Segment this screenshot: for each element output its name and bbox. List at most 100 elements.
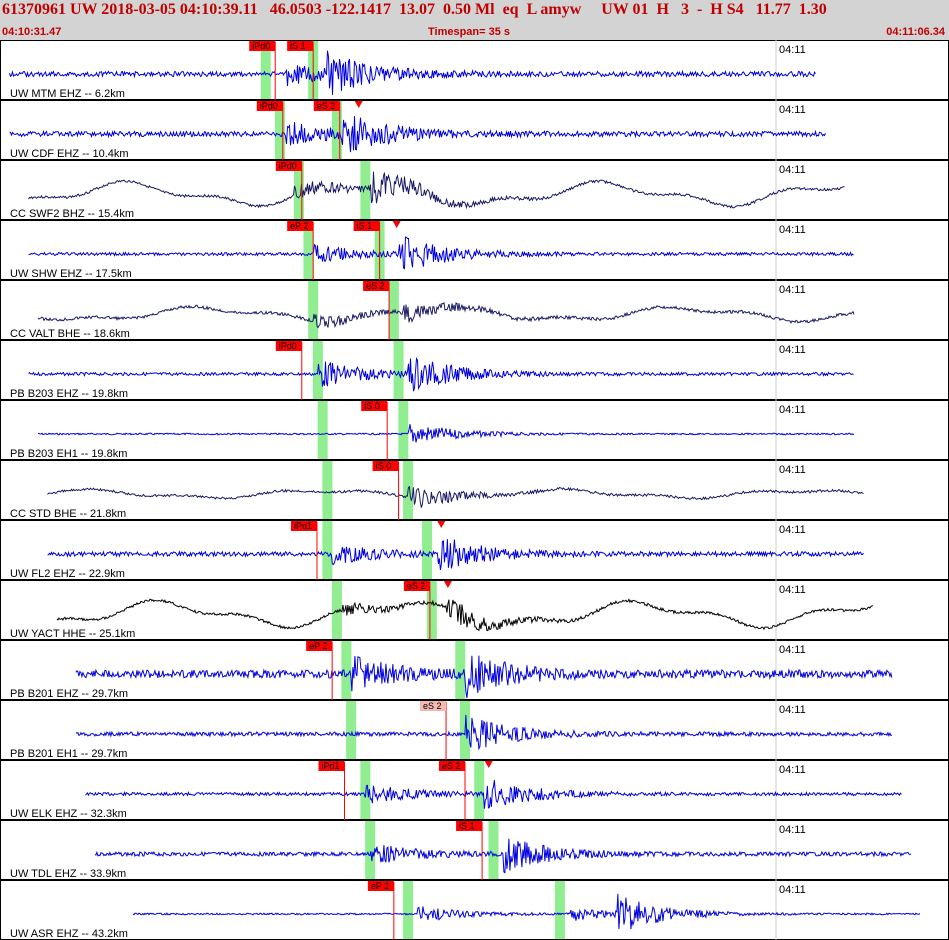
- pick-flag[interactable]: [256, 101, 283, 111]
- phase-window[interactable]: [365, 821, 376, 879]
- waveform-trace: [9, 50, 816, 95]
- seismogram-panels[interactable]: iPd0 iS 1 04:11 UW MTM EHZ -- 6.2km iPd0 eS 2…: [0, 40, 949, 940]
- pick-flag[interactable]: [313, 101, 340, 111]
- channel-panel[interactable]: iS 0 04:11 PB B203 EH1 -- 19.8km: [0, 400, 949, 460]
- channel-panel[interactable]: eS 2 04:11 CC VALT BHE -- 18.6km: [0, 280, 949, 340]
- pick-flag[interactable]: [287, 221, 314, 231]
- minute-time-label: 04:11: [779, 584, 806, 596]
- panel-frame: [0, 40, 949, 100]
- phase-window[interactable]: [398, 401, 409, 459]
- channel-panel[interactable]: eP 2 04:11 UW ASR EHZ -- 43.2km: [0, 880, 949, 940]
- pick-flag[interactable]: [306, 641, 333, 651]
- channel-label: PB B203 EHZ -- 19.8km: [10, 388, 128, 400]
- phase-window[interactable]: [274, 101, 285, 159]
- pick-triangle-marker[interactable]: [354, 101, 363, 108]
- pick-label: iS 0: [376, 461, 392, 471]
- minute-time-label: 04:11: [779, 884, 806, 896]
- minute-time-label: 04:11: [779, 764, 806, 776]
- pick-flag[interactable]: [403, 581, 430, 591]
- channel-panel[interactable]: iPd0 eS 2 04:11 UW CDF EHZ -- 10.4km: [0, 100, 949, 160]
- channel-panel[interactable]: iPd1 eS 2 04:11 UW ELK EHZ -- 32.3km: [0, 760, 949, 820]
- pick-flag[interactable]: [275, 341, 302, 351]
- pick-flag[interactable]: [287, 41, 314, 51]
- phase-window[interactable]: [360, 161, 371, 219]
- pick-label: iS 1: [357, 221, 373, 231]
- channel-panel[interactable]: iS 0 04:11 CC STD BHE -- 21.8km: [0, 460, 949, 520]
- pick-flag[interactable]: [361, 401, 388, 411]
- pick-triangle-marker[interactable]: [443, 581, 452, 588]
- pick-flag[interactable]: [353, 221, 380, 231]
- waveform-trace: [47, 539, 864, 570]
- waveform-trace: [56, 598, 873, 632]
- pick-flag[interactable]: [363, 281, 390, 291]
- channel-panel[interactable]: iPd1 04:11 UW FL2 EHZ -- 22.9km: [0, 520, 949, 580]
- minute-time-label: 04:11: [779, 464, 806, 476]
- pick-flag[interactable]: [290, 521, 317, 531]
- phase-window[interactable]: [341, 641, 352, 699]
- channel-panel[interactable]: iPd0 04:11 CC SWF2 BHZ -- 15.4km: [0, 160, 949, 220]
- panel-frame: [0, 220, 949, 280]
- channel-panel[interactable]: eS 2 04:11 UW YACT HHE -- 25.1km: [0, 580, 949, 640]
- pick-flag[interactable]: [318, 761, 345, 771]
- channel-label: UW SHW EHZ -- 17.5km: [10, 268, 132, 280]
- channel-label: UW ASR EHZ -- 43.2km: [10, 928, 128, 940]
- end-time-label: 04:11:06.34: [886, 26, 945, 38]
- pick-flag[interactable]: [420, 701, 447, 711]
- minute-time-label: 04:11: [779, 404, 806, 416]
- pick-triangle-marker[interactable]: [484, 761, 493, 768]
- phase-window[interactable]: [455, 641, 466, 699]
- phase-window[interactable]: [426, 581, 437, 639]
- phase-window[interactable]: [554, 881, 565, 939]
- minute-time-label: 04:11: [779, 164, 806, 176]
- phase-window[interactable]: [488, 821, 499, 879]
- waveform-trace: [47, 485, 864, 508]
- minute-time-label: 04:11: [779, 344, 806, 356]
- pick-flag[interactable]: [249, 41, 276, 51]
- phase-window[interactable]: [360, 761, 371, 819]
- phase-window[interactable]: [260, 41, 271, 99]
- pick-flag[interactable]: [372, 461, 399, 471]
- phase-window[interactable]: [474, 761, 485, 819]
- phase-window[interactable]: [322, 461, 333, 519]
- channel-panel[interactable]: iS 1 04:11 UW TDL EHZ -- 33.9km: [0, 820, 949, 880]
- channel-panel[interactable]: eP 2 04:11 PB B201 EHZ -- 29.7km: [0, 640, 949, 700]
- minute-time-label: 04:11: [779, 224, 806, 236]
- channel-panel[interactable]: eP 2 iS 1 04:11 UW SHW EHZ -- 17.5km: [0, 220, 949, 280]
- phase-window[interactable]: [317, 401, 328, 459]
- pick-triangle-marker[interactable]: [437, 521, 446, 528]
- pick-label: iPd0: [252, 41, 270, 51]
- waveform-trace: [85, 780, 902, 809]
- phase-window[interactable]: [308, 281, 319, 339]
- waveform-trace: [37, 424, 855, 443]
- channel-panel[interactable]: eS 2 04:11 PB B201 EH1 -- 29.7km: [0, 700, 949, 760]
- waveform-trace: [28, 171, 845, 210]
- channel-panel[interactable]: iPd0 iS 1 04:11 UW MTM EHZ -- 6.2km: [0, 40, 949, 100]
- waveform-trace: [28, 357, 854, 392]
- panel-frame: [0, 340, 949, 400]
- phase-window[interactable]: [388, 281, 399, 339]
- phase-window[interactable]: [293, 161, 304, 219]
- waveform-trace: [132, 893, 921, 930]
- pick-flag[interactable]: [275, 161, 302, 171]
- channel-label: CC STD BHE -- 21.8km: [10, 508, 126, 520]
- timespan-label: Timespan= 35 s: [428, 26, 511, 38]
- panel-frame: [0, 880, 949, 940]
- phase-window[interactable]: [322, 521, 333, 579]
- waveform-trace: [9, 116, 826, 153]
- channel-panel[interactable]: iPd0 04:11 PB B203 EHZ -- 19.8km: [0, 340, 949, 400]
- phase-window[interactable]: [303, 221, 314, 279]
- pick-label: iPd0: [279, 341, 297, 351]
- phase-window[interactable]: [331, 581, 342, 639]
- phase-window[interactable]: [346, 701, 357, 759]
- panel-frame: [0, 160, 949, 220]
- pick-flag[interactable]: [439, 761, 466, 771]
- phase-window[interactable]: [403, 881, 414, 939]
- phase-window[interactable]: [393, 341, 404, 399]
- pick-flag[interactable]: [456, 821, 483, 831]
- pick-triangle-marker[interactable]: [392, 221, 401, 228]
- phase-window[interactable]: [422, 521, 433, 579]
- channel-label: UW ELK EHZ -- 32.3km: [10, 808, 127, 820]
- phase-window[interactable]: [331, 101, 342, 159]
- pick-flag[interactable]: [367, 881, 394, 891]
